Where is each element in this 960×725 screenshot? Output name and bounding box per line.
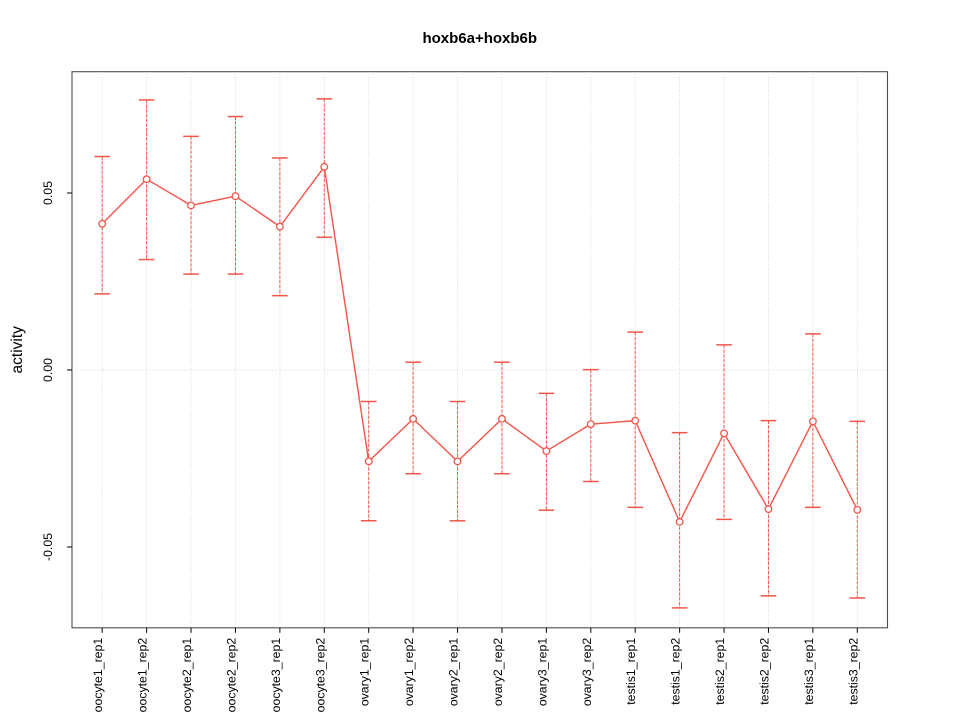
svg-text:oocyte1_rep1: oocyte1_rep1: [91, 638, 105, 713]
svg-text:oocyte3_rep2: oocyte3_rep2: [313, 638, 327, 713]
svg-text:testis1_rep1: testis1_rep1: [624, 638, 638, 705]
svg-text:0.00: 0.00: [41, 358, 55, 382]
svg-text:testis2_rep2: testis2_rep2: [757, 638, 771, 705]
svg-text:testis3_rep2: testis3_rep2: [846, 638, 860, 705]
svg-text:oocyte1_rep2: oocyte1_rep2: [136, 638, 150, 713]
svg-text:0.05: 0.05: [41, 181, 55, 205]
svg-text:ovary2_rep2: ovary2_rep2: [491, 638, 505, 707]
svg-text:testis1_rep2: testis1_rep2: [669, 638, 683, 705]
svg-text:ovary1_rep2: ovary1_rep2: [402, 638, 416, 707]
svg-text:ovary1_rep1: ovary1_rep1: [358, 638, 372, 707]
svg-text:ovary2_rep1: ovary2_rep1: [447, 638, 461, 707]
svg-text:testis2_rep1: testis2_rep1: [713, 638, 727, 705]
svg-text:ovary3_rep2: ovary3_rep2: [580, 638, 594, 707]
svg-text:ovary3_rep1: ovary3_rep1: [535, 638, 549, 707]
svg-text:oocyte2_rep2: oocyte2_rep2: [224, 638, 238, 713]
svg-text:oocyte2_rep1: oocyte2_rep1: [180, 638, 194, 713]
svg-text:testis3_rep1: testis3_rep1: [802, 638, 816, 705]
svg-text:-0.05: -0.05: [41, 533, 55, 561]
svg-text:activity: activity: [9, 326, 26, 374]
svg-text:oocyte3_rep1: oocyte3_rep1: [269, 638, 283, 713]
svg-text:hoxb6a+hoxb6b: hoxb6a+hoxb6b: [422, 30, 537, 47]
